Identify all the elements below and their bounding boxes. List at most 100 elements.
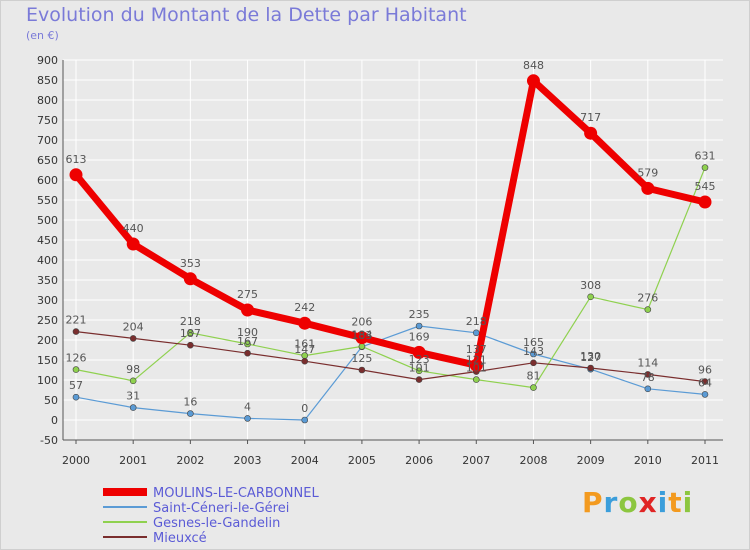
x-tick-label: 2009 [577,454,605,467]
data-label: 190 [237,326,258,339]
logo-letter: o [618,486,639,519]
data-point [187,341,194,349]
series-line [72,77,709,369]
data-point [72,366,80,373]
chart-subtitle: (en €) [26,29,59,42]
x-tick-label: 2008 [519,454,547,467]
proxiti-logo: Proxiti [582,486,693,519]
y-tick-label: 650 [37,154,58,167]
data-point [415,367,423,375]
data-point [530,359,537,367]
y-tick-label: 900 [37,54,58,67]
logo-letter: P [582,486,604,519]
data-label: 206 [351,316,372,329]
data-label: 187 [180,327,201,340]
data-point [469,358,483,372]
data-label: 4 [244,400,251,413]
data-label: 16 [183,396,197,409]
data-point [301,357,309,365]
data-point [530,384,537,391]
data-label: 101 [409,362,430,375]
data-point [244,415,251,422]
data-label: 64 [698,376,712,389]
data-label: 848 [523,59,544,72]
data-label: 137 [466,343,487,356]
data-point [701,164,709,171]
y-tick-label: 50 [44,394,58,407]
data-label: 276 [637,292,658,305]
data-label: 125 [351,352,372,365]
legend-label: MOULINS-LE-CARBONNEL [153,486,319,501]
legend-label: Saint-Céneri-le-Gérei [153,501,289,516]
y-tick-label: 700 [37,134,58,147]
data-point [644,306,652,313]
data-label: 96 [698,364,712,377]
data-label: 31 [126,390,140,403]
y-tick-label: 450 [37,234,58,247]
data-label: 353 [180,257,201,270]
data-label: 143 [523,345,544,358]
data-label: 161 [294,338,315,351]
data-point [298,316,312,330]
x-tick-label: 2006 [405,454,433,467]
y-tick-label: 600 [37,174,58,187]
data-label: 167 [237,335,258,348]
data-point [415,322,423,330]
data-point [129,404,137,411]
data-label: 579 [637,166,658,179]
data-label: 275 [237,288,258,301]
data-point [412,345,426,359]
data-label: 184 [351,328,372,341]
data-label: 130 [580,350,601,363]
x-tick-label: 2000 [62,454,90,467]
data-label: 78 [641,371,655,384]
series-line [75,331,706,383]
data-point [244,349,251,357]
data-point [587,293,594,301]
data-point [244,340,251,348]
data-label: 127 [580,351,601,364]
data-point [530,350,537,358]
data-point [129,335,137,342]
data-label: 147 [294,343,315,356]
data-point [69,168,83,182]
y-tick-label: 500 [37,214,58,227]
y-tick-label: 100 [37,374,58,387]
x-tick-label: 2002 [176,454,204,467]
data-point [644,385,652,393]
x-tick-label: 2007 [462,454,490,467]
data-label: 114 [637,356,658,369]
data-label: 183 [351,329,372,342]
data-point [301,416,309,424]
y-tick-label: 150 [37,354,58,367]
y-tick-label: 400 [37,254,58,267]
x-tick-label: 2010 [634,454,662,467]
legend-label: Mieuxcé [153,531,207,546]
y-tick-label: 200 [37,334,58,347]
data-label: 126 [66,352,87,365]
data-point [526,74,540,88]
y-tick-label: 550 [37,194,58,207]
data-point [187,410,194,417]
chart-title: Evolution du Montant de la Dette par Hab… [26,4,467,26]
data-point [641,181,655,195]
data-label: 221 [66,314,87,327]
data-label: 717 [580,111,601,124]
data-point [584,126,598,140]
data-label: 545 [695,180,716,193]
y-tick-label: 850 [37,74,58,87]
x-tick-label: 2011 [691,454,719,467]
data-label: 123 [409,353,430,366]
data-label: 440 [123,222,144,235]
data-point [72,393,80,401]
data-point [129,377,137,385]
data-point [355,331,369,345]
data-point [587,364,594,372]
x-tick-label: 2003 [234,454,262,467]
data-point [472,376,480,383]
y-tick-label: 300 [37,294,58,307]
data-label: 57 [69,379,83,392]
data-point [72,328,80,335]
data-label: 165 [523,336,544,349]
